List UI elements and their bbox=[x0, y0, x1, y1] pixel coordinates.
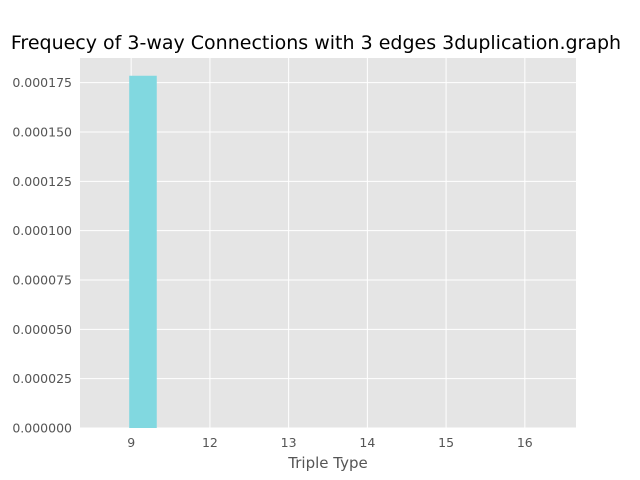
y-tick-label: 0.000125 bbox=[12, 174, 72, 189]
x-tick-label: 13 bbox=[281, 435, 297, 450]
x-tick-labels: 9 12 13 14 15 16 bbox=[127, 435, 533, 450]
y-tick-label: 0.000000 bbox=[12, 421, 72, 436]
y-tick-label: 0.000175 bbox=[12, 75, 72, 90]
bars bbox=[129, 75, 157, 428]
y-tick-label: 0.000100 bbox=[12, 223, 72, 238]
y-tick-label: 0.000050 bbox=[12, 322, 72, 337]
y-tick-label: 0.000075 bbox=[12, 273, 72, 288]
x-axis-label: Triple Type bbox=[287, 454, 367, 472]
plot-area bbox=[80, 58, 576, 428]
bar-9 bbox=[129, 75, 157, 428]
x-tick-label: 14 bbox=[359, 435, 375, 450]
x-tick-label: 15 bbox=[438, 435, 454, 450]
chart-title: Frequecy of 3-way Connections with 3 edg… bbox=[11, 32, 621, 54]
y-tick-label: 0.000150 bbox=[12, 125, 72, 140]
y-tick-label: 0.000025 bbox=[12, 371, 72, 386]
x-tick-label: 12 bbox=[202, 435, 218, 450]
x-tick-label: 9 bbox=[127, 435, 135, 450]
x-tick-label: 16 bbox=[517, 435, 533, 450]
y-tick-labels: 0.000000 0.000025 0.000050 0.000075 0.000100… bbox=[12, 75, 72, 435]
